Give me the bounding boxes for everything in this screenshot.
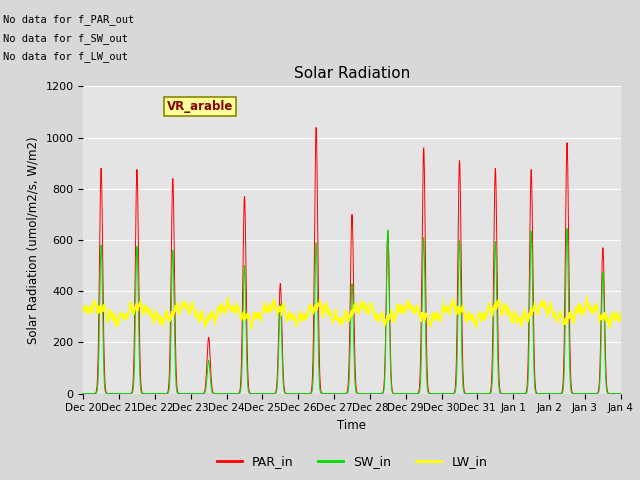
Y-axis label: Solar Radiation (umol/m2/s, W/m2): Solar Radiation (umol/m2/s, W/m2) xyxy=(27,136,40,344)
Text: VR_arable: VR_arable xyxy=(166,100,233,113)
Title: Solar Radiation: Solar Radiation xyxy=(294,66,410,81)
Legend: PAR_in, SW_in, LW_in: PAR_in, SW_in, LW_in xyxy=(212,450,492,473)
Text: No data for f_PAR_out: No data for f_PAR_out xyxy=(3,14,134,25)
Text: No data for f_SW_out: No data for f_SW_out xyxy=(3,33,128,44)
Text: No data for f_LW_out: No data for f_LW_out xyxy=(3,51,128,62)
X-axis label: Time: Time xyxy=(337,419,367,432)
